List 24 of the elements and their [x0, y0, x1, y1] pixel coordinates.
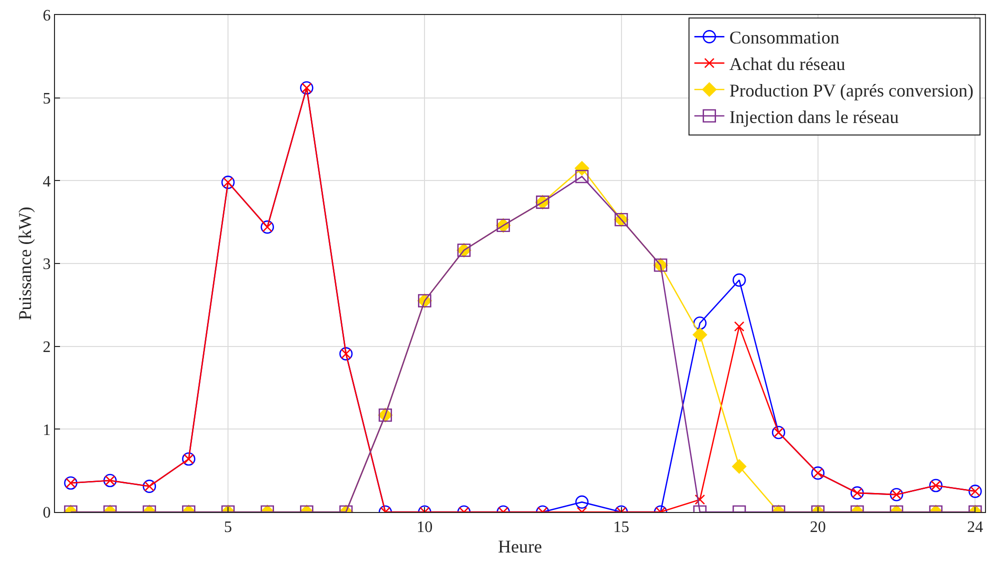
y-tick-label: 4 [42, 173, 51, 190]
x-tick-label: 5 [224, 519, 232, 536]
x-tick-label: 24 [967, 519, 984, 536]
y-axis-title: Puissance (kW) [15, 206, 35, 320]
point [732, 273, 746, 287]
x-tick-label: 10 [416, 519, 433, 536]
y-tick-label: 1 [42, 422, 51, 439]
y-tick-label: 2 [42, 338, 51, 356]
y-tick-label: 0 [42, 504, 51, 522]
x-tick-label: 15 [613, 519, 630, 536]
point [575, 170, 589, 184]
point [574, 161, 590, 176]
x-tick-label: 20 [810, 519, 826, 536]
x-axis-title: Heure [498, 536, 542, 556]
legend-label: Achat du réseau [729, 54, 846, 74]
y-tick-label: 3 [42, 256, 51, 274]
point [692, 328, 708, 342]
y-tick-label: 5 [42, 90, 51, 108]
legend-label: Consommation [729, 28, 840, 48]
point [734, 321, 744, 332]
point [693, 316, 707, 330]
legend-label: Injection dans le réseau [729, 106, 899, 127]
legend-label: Production PV (aprés conversion) [729, 80, 974, 101]
y-tick-label: 6 [42, 8, 51, 25]
